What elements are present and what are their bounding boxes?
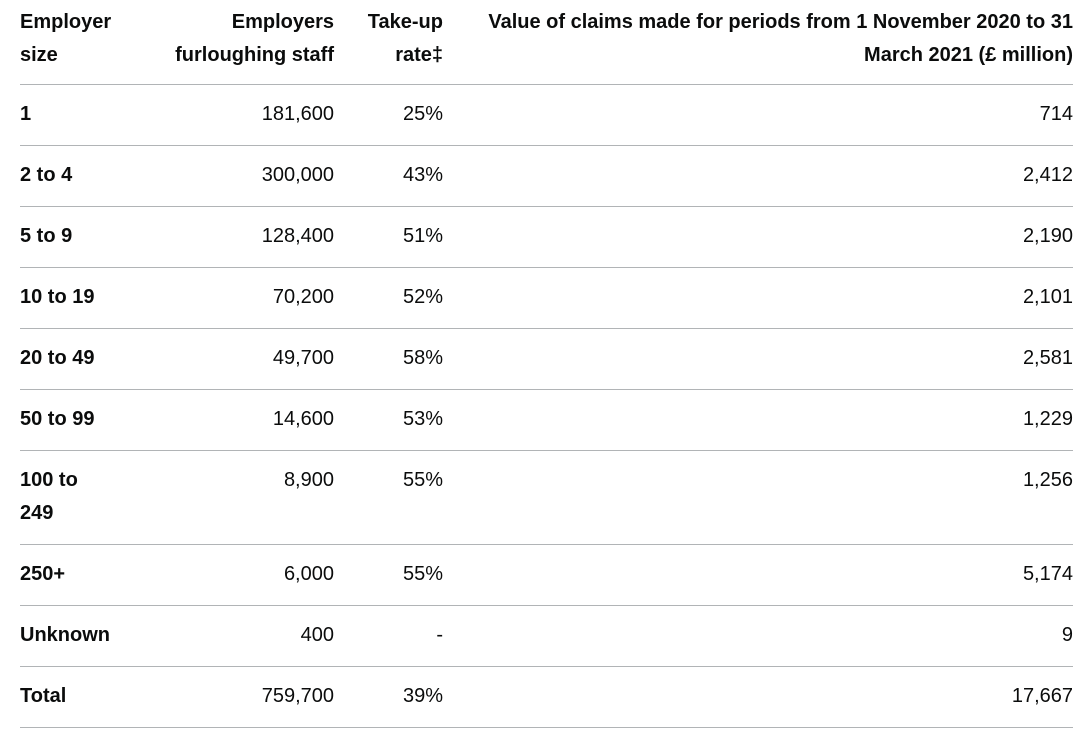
furlough-claims-by-employer-size-table: Employer size Employers furloughing staf… (20, 0, 1073, 728)
cell-employers-furloughing-staff: 300,000 (135, 145, 354, 207)
cell-employers-furloughing-staff: 49,700 (135, 328, 354, 390)
table-row: 100 to 249 8,900 55% 1,256 (20, 450, 1073, 545)
header-row: Employer size Employers furloughing staf… (20, 0, 1073, 85)
cell-employers-furloughing-staff: 400 (135, 605, 354, 667)
cell-employers-furloughing-staff: 6,000 (135, 544, 354, 606)
cell-take-up-rate: 43% (354, 145, 463, 207)
cell-employers-furloughing-staff-total: 759,700 (135, 666, 354, 728)
table-row: 2 to 4 300,000 43% 2,412 (20, 145, 1073, 207)
col-header-employer-size: Employer size (20, 0, 135, 85)
cell-claims-value: 714 (463, 84, 1073, 146)
col-header-claims-value: Value of claims made for periods from 1 … (463, 0, 1073, 85)
cell-take-up-rate-total: 39% (354, 666, 463, 728)
row-label-employer-size: 250+ (20, 544, 135, 606)
cell-claims-value: 9 (463, 605, 1073, 667)
cell-take-up-rate: 53% (354, 389, 463, 451)
cell-take-up-rate: 25% (354, 84, 463, 146)
row-label-employer-size: 5 to 9 (20, 206, 135, 268)
cell-claims-value: 2,101 (463, 267, 1073, 329)
cell-take-up-rate: 55% (354, 450, 463, 545)
row-label-employer-size: 20 to 49 (20, 328, 135, 390)
row-label-employer-size: 2 to 4 (20, 145, 135, 207)
cell-claims-value-total: 17,667 (463, 666, 1073, 728)
cell-claims-value: 2,581 (463, 328, 1073, 390)
row-label-employer-size: 50 to 99 (20, 389, 135, 451)
cell-claims-value: 2,190 (463, 206, 1073, 268)
col-header-employers-furloughing-staff: Employers furloughing staff (135, 0, 354, 85)
cell-take-up-rate: 55% (354, 544, 463, 606)
cell-employers-furloughing-staff: 70,200 (135, 267, 354, 329)
table-row: Unknown 400 - 9 (20, 605, 1073, 667)
table-row-total: Total 759,700 39% 17,667 (20, 666, 1073, 728)
cell-employers-furloughing-staff: 181,600 (135, 84, 354, 146)
row-label-employer-size: 1 (20, 84, 135, 146)
cell-take-up-rate: 58% (354, 328, 463, 390)
cell-claims-value: 5,174 (463, 544, 1073, 606)
table-row: 250+ 6,000 55% 5,174 (20, 544, 1073, 606)
table-row: 50 to 99 14,600 53% 1,229 (20, 389, 1073, 451)
row-label-employer-size: 10 to 19 (20, 267, 135, 329)
row-label-employer-size: 100 to 249 (20, 450, 135, 545)
table-row: 20 to 49 49,700 58% 2,581 (20, 328, 1073, 390)
row-label-total: Total (20, 666, 135, 728)
col-header-take-up-rate: Take-up rate‡ (354, 0, 463, 85)
cell-employers-furloughing-staff: 14,600 (135, 389, 354, 451)
cell-claims-value: 2,412 (463, 145, 1073, 207)
table-row: 10 to 19 70,200 52% 2,101 (20, 267, 1073, 329)
table-row: 5 to 9 128,400 51% 2,190 (20, 206, 1073, 268)
cell-take-up-rate: 52% (354, 267, 463, 329)
cell-take-up-rate: 51% (354, 206, 463, 268)
table-row: 1 181,600 25% 714 (20, 84, 1073, 146)
cell-claims-value: 1,256 (463, 450, 1073, 545)
cell-employers-furloughing-staff: 128,400 (135, 206, 354, 268)
cell-take-up-rate: - (354, 605, 463, 667)
cell-claims-value: 1,229 (463, 389, 1073, 451)
row-label-employer-size: Unknown (20, 605, 135, 667)
cell-employers-furloughing-staff: 8,900 (135, 450, 354, 545)
